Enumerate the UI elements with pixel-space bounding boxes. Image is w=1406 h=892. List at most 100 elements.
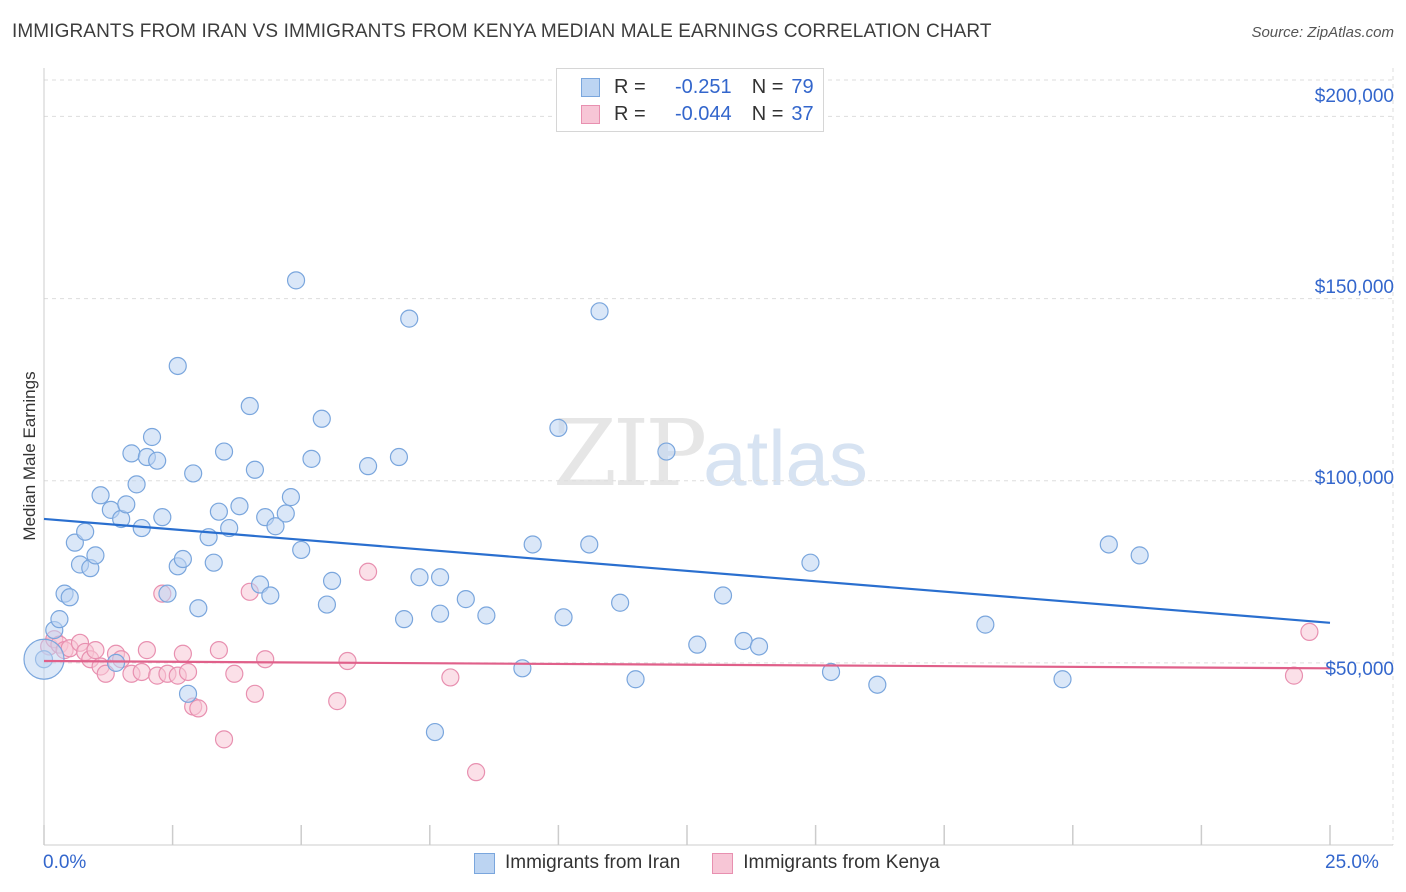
iran-point [688, 635, 707, 654]
kenya-trend-line [43, 659, 1331, 670]
iran-point [292, 540, 311, 560]
y-tick-label: $200,000 [1314, 86, 1394, 107]
iran-point [430, 568, 450, 587]
iran-point [389, 447, 409, 467]
iran-point [266, 517, 285, 536]
watermark-atlas: atlas [703, 414, 868, 502]
iran-point [456, 590, 475, 609]
iran-point [178, 684, 198, 703]
source-label: Source: ZipAtlas.com [1251, 24, 1394, 41]
kenya-point [214, 730, 234, 749]
n-value: 79 [791, 75, 814, 98]
iran-legend-swatch [474, 852, 495, 874]
series-legend: Immigrants from Iran Immigrants from Ken… [474, 852, 972, 874]
iran-point [1130, 546, 1149, 565]
iran-trend-line [43, 517, 1331, 624]
kenya-point [466, 763, 486, 782]
kenya-point [256, 650, 275, 669]
n-value: 37 [791, 102, 814, 125]
iran-point [425, 722, 445, 742]
iran-point [214, 442, 234, 461]
iran-point [358, 457, 378, 476]
iran-point [127, 475, 146, 494]
kenya-point [1284, 666, 1304, 685]
kenya-point [328, 692, 347, 711]
iran-point [394, 610, 414, 629]
iran-point [513, 659, 532, 678]
iran-point [312, 409, 331, 428]
iran-swatch [581, 77, 600, 97]
iran-point [430, 604, 450, 623]
iran-point [209, 502, 228, 521]
iran-point [590, 302, 609, 321]
iran-point [122, 444, 141, 463]
iran-point [322, 571, 342, 590]
kenya-legend-swatch [712, 852, 734, 874]
iran-point [734, 631, 753, 651]
kenya-point [358, 562, 378, 581]
iran-point [245, 460, 265, 479]
kenya-point [225, 664, 244, 683]
iran-point [410, 568, 429, 587]
iran-point [158, 584, 177, 603]
kenya-swatch [581, 104, 600, 124]
iran-point [261, 586, 280, 605]
iran-point [220, 518, 239, 538]
r-value: -0.251 [674, 75, 732, 98]
kenya-point [1300, 622, 1319, 641]
iran-point [106, 653, 126, 672]
iran-point [142, 427, 162, 447]
iran-point [148, 451, 167, 470]
x-tick-label-min: 0.0% [43, 852, 87, 873]
iran-point [657, 442, 676, 461]
iran-point [580, 535, 599, 554]
iran-point [1099, 535, 1118, 554]
iran-point [173, 549, 192, 569]
legend-item-iran[interactable]: Immigrants from Iran [474, 852, 680, 874]
kenya-point [189, 699, 208, 718]
r-label: R = [614, 75, 646, 98]
watermark-zip: ZIP [553, 400, 707, 507]
kenya-point [441, 668, 460, 687]
kenya-point [209, 641, 228, 660]
kenya-point [173, 644, 192, 663]
y-tick-label: $100,000 [1314, 468, 1394, 489]
kenya-point [245, 684, 265, 703]
iran-point [549, 418, 568, 437]
x-tick-label-max: 25.0% [1325, 852, 1379, 873]
kenya-point [132, 662, 151, 682]
kenya-point [137, 641, 156, 660]
iran-point [204, 553, 223, 572]
iran-point [611, 593, 630, 612]
stats-legend: R = -0.251 N = 79 R = -0.044 N = 37 [556, 68, 824, 132]
iran-point [60, 588, 79, 607]
y-tick-label: $50,000 [1325, 659, 1394, 680]
iran-point [400, 309, 419, 328]
iran-point [976, 615, 995, 634]
iran-point [240, 396, 259, 416]
iran-point [168, 356, 187, 376]
iran-point [868, 675, 887, 694]
iran-point [276, 504, 295, 523]
kenya-point [86, 641, 105, 660]
y-axis-label: Median Male Earnings [20, 371, 39, 541]
iran-point [117, 495, 136, 514]
iran-point [302, 449, 321, 468]
iran-point [1053, 670, 1072, 689]
iran-point [76, 522, 95, 541]
iran-point [281, 488, 301, 507]
legend-item-kenya[interactable]: Immigrants from Kenya [712, 852, 940, 874]
iran-point [523, 535, 542, 554]
legend-label-iran: Immigrants from Iran [505, 852, 681, 873]
iran-point-cluster [23, 638, 65, 680]
iran-point [230, 497, 249, 516]
watermark: ZIPatlas [553, 400, 868, 507]
iran-point [189, 599, 208, 618]
iran-point [554, 608, 573, 627]
iran-point [184, 464, 203, 483]
iran-point [91, 486, 110, 505]
legend-label-kenya: Immigrants from Kenya [743, 852, 940, 873]
kenya-point [178, 662, 198, 682]
stats-legend-row-kenya: R = -0.044 N = 37 [581, 101, 814, 127]
